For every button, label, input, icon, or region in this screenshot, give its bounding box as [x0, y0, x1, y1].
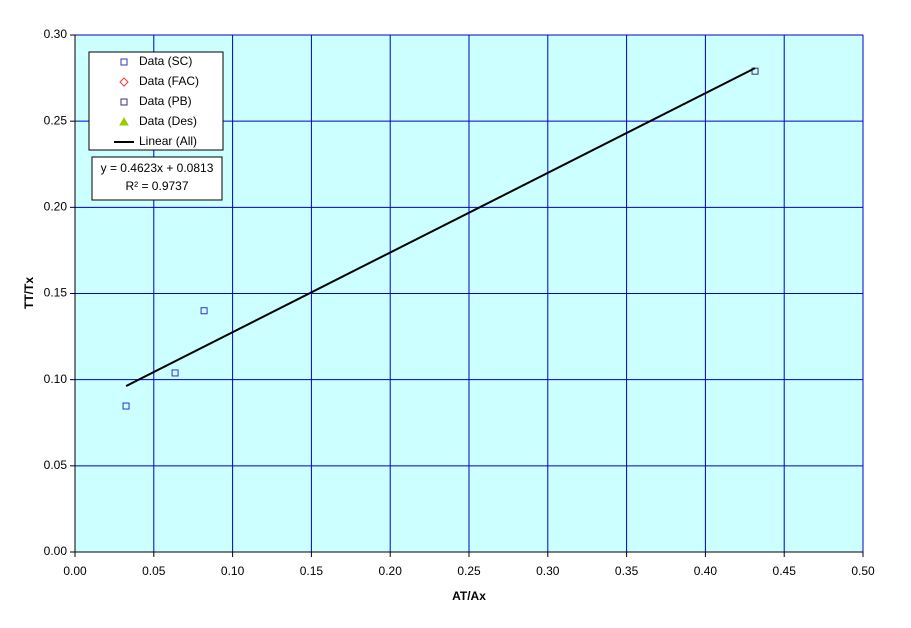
legend-marker — [119, 116, 129, 126]
x-tick-label: 0.30 — [536, 564, 560, 578]
legend-marker — [120, 98, 128, 106]
data-point — [122, 402, 130, 410]
x-tick-label: 0.50 — [851, 564, 875, 578]
y-tick-label: 0.00 — [44, 544, 68, 558]
legend-box — [88, 51, 224, 151]
y-tick-label: 0.25 — [44, 113, 68, 127]
legend-label: Data (SC) — [139, 54, 192, 68]
x-tick-label: 0.40 — [694, 564, 718, 578]
data-point — [171, 369, 179, 377]
y-tick-label: 0.15 — [44, 286, 68, 300]
y-tick-label: 0.05 — [44, 458, 68, 472]
equation-box — [91, 156, 223, 201]
x-tick-label: 0.15 — [300, 564, 324, 578]
x-tick-label: 0.20 — [379, 564, 403, 578]
trend-line — [125, 67, 756, 387]
y-tick-label: 0.10 — [44, 372, 68, 386]
data-point — [200, 307, 208, 315]
legend-label: Linear (All) — [139, 134, 197, 148]
x-tick-label: 0.35 — [615, 564, 639, 578]
equation-text: y = 0.4623x + 0.0813 — [101, 161, 214, 175]
legend-marker — [119, 77, 129, 87]
equation-text: R² = 0.9737 — [125, 179, 188, 193]
x-tick-label: 0.45 — [773, 564, 797, 578]
legend-label: Data (PB) — [139, 94, 192, 108]
legend-label: Data (FAC) — [139, 74, 199, 88]
y-axis-label: TT/Tx — [22, 277, 36, 309]
y-tick-label: 0.30 — [44, 27, 68, 41]
x-tick-label: 0.25 — [457, 564, 481, 578]
legend-marker — [120, 58, 128, 66]
y-tick-label: 0.20 — [44, 200, 68, 214]
x-tick-label: 0.00 — [63, 564, 87, 578]
x-axis-label: AT/Ax — [452, 589, 486, 603]
legend-label: Data (Des) — [139, 114, 197, 128]
x-tick-label: 0.10 — [221, 564, 245, 578]
x-tick-label: 0.05 — [142, 564, 166, 578]
